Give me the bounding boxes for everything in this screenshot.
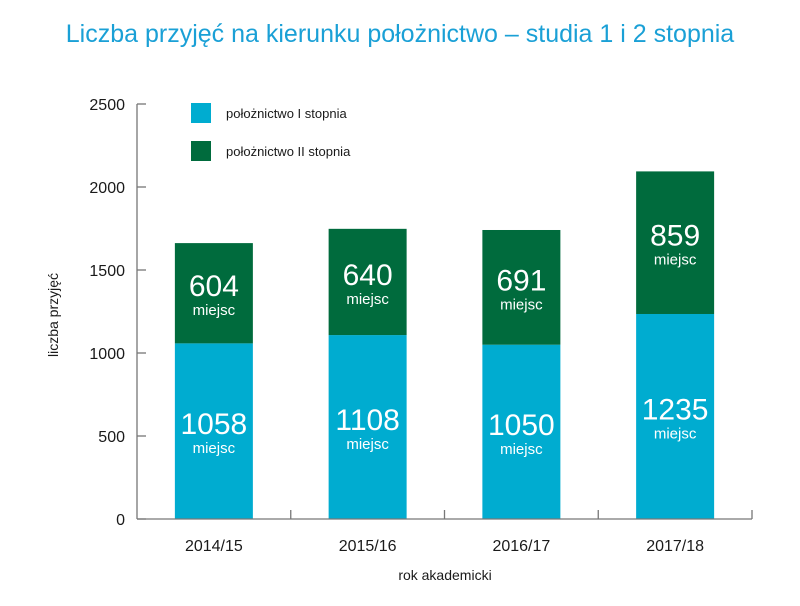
data-label-unit: miejsc	[654, 252, 697, 269]
y-axis-title: liczba przyjęć	[45, 273, 61, 357]
data-label-unit: miejsc	[346, 291, 389, 308]
y-tick-label: 2500	[89, 97, 125, 114]
y-tick-label: 1500	[89, 263, 125, 280]
bar-segment-1	[328, 335, 407, 519]
data-label-value: 691	[496, 264, 546, 297]
data-label-value: 1050	[488, 409, 555, 442]
bar-segment-2	[174, 243, 253, 344]
x-tick-label: 2016/17	[492, 538, 550, 555]
data-label-unit: miejsc	[193, 302, 236, 319]
data-label-unit: miejsc	[193, 440, 236, 457]
x-axis-title: rok akademicki	[398, 567, 491, 583]
legend: położnictwo I stopnia położnictwo II stop…	[191, 103, 351, 161]
chart-title: Liczba przyjęć na kierunku położnictwo –…	[66, 20, 735, 48]
legend-label: położnictwo II stopnia	[226, 144, 351, 159]
bar-segment-2	[328, 228, 407, 336]
data-label-value: 1108	[335, 404, 400, 437]
x-tick-label: 2014/15	[185, 538, 243, 555]
data-label-value: 640	[343, 259, 393, 292]
bar-segment-1	[482, 344, 561, 519]
data-label-value: 604	[189, 270, 239, 303]
legend-swatch	[191, 141, 211, 161]
y-tick-label: 2000	[89, 180, 125, 197]
y-tick-label: 1000	[89, 346, 125, 363]
data-label-unit: miejsc	[346, 436, 389, 453]
x-tick-label: 2017/18	[646, 538, 704, 555]
y-tick-label: 0	[116, 512, 125, 529]
x-tick-label: 2015/16	[339, 538, 397, 555]
data-label-value: 1058	[181, 408, 248, 441]
bars-layer: 1058miejsc604miejsc1108miejsc640miejsc10…	[174, 171, 715, 519]
legend-swatch	[191, 103, 211, 123]
bar-segment-1	[174, 343, 253, 519]
bar-segment-1	[636, 313, 715, 519]
data-label-value: 859	[650, 220, 700, 253]
bar-segment-2	[482, 229, 561, 345]
bar-segment-2	[636, 171, 715, 314]
data-label-value: 1235	[642, 393, 709, 426]
data-label-unit: miejsc	[654, 425, 697, 442]
y-tick-label: 500	[98, 429, 125, 446]
data-label-unit: miejsc	[500, 296, 543, 313]
data-label-unit: miejsc	[500, 441, 543, 458]
axes-layer: 0 500 1000 1500 2000 2500 2014/15 2015/16 2016/1…	[89, 97, 753, 555]
legend-label: położnictwo I stopnia	[226, 106, 347, 121]
